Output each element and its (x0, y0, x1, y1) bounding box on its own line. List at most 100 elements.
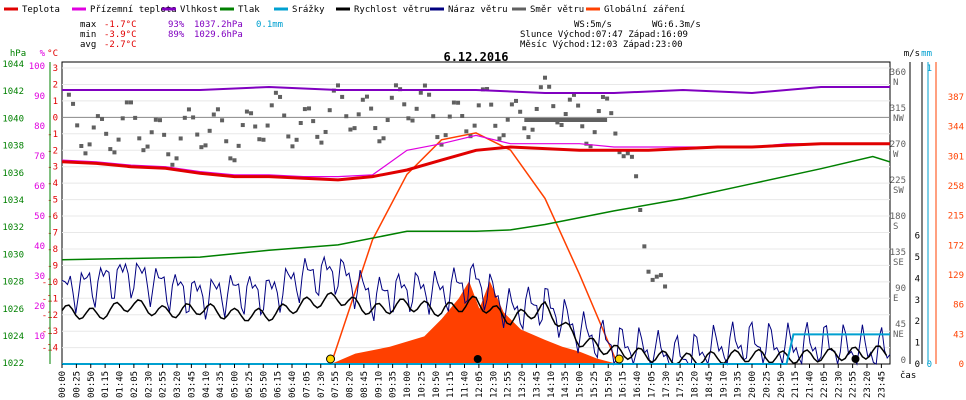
ms-tick: 4 (915, 274, 920, 284)
dir-tick: 90 (895, 284, 906, 294)
series-wind-direction-point (435, 135, 440, 140)
dir-tick: 315 (890, 104, 906, 114)
time-tick-label: 09:35 (389, 371, 399, 398)
series-wind-direction-point (418, 90, 423, 95)
pct-tick: 70 (34, 152, 45, 162)
series-wind-direction-point (195, 132, 200, 137)
series-wind-direction-point (414, 106, 419, 111)
hpa-tick: 1028 (2, 278, 24, 288)
series-wind-direction-point (514, 98, 519, 103)
stats-hum: 89% (168, 30, 185, 40)
hpa-tick: 1044 (2, 60, 24, 70)
series-wind-direction-point (220, 118, 225, 123)
time-tick-label: 05:00 (231, 371, 241, 398)
time-tick-label: 15:50 (604, 371, 614, 398)
series-wind-direction-point (364, 94, 369, 99)
series-wind-direction-point (650, 277, 655, 282)
time-tick-label: 23:45 (877, 371, 887, 398)
pct-tick: 30 (34, 272, 45, 282)
stats-label: min (80, 30, 96, 40)
time-tick-label: 19:10 (719, 371, 729, 398)
time-tick-label: 04:35 (216, 371, 226, 398)
series-wind-direction-point (236, 143, 241, 148)
legend-label: Směr větru (530, 5, 584, 15)
series-wind-direction-point (207, 128, 212, 133)
legend-label: Vlhkost (180, 5, 218, 15)
temp-tick: -7 (47, 229, 58, 239)
wm2-tick: 344 (948, 123, 964, 133)
wm2-tick: 86 (953, 301, 964, 311)
series-wind-direction-point (385, 118, 390, 123)
series-wind-direction-point (348, 127, 353, 132)
wm2-tick: 387 (948, 93, 964, 103)
series-wind-direction-point (294, 137, 299, 142)
series-radiation-area (331, 281, 618, 364)
series-wind-direction-point (240, 123, 245, 128)
hpa-tick: 1038 (2, 142, 24, 152)
series-wind-direction-point (290, 144, 295, 149)
series-wind-direction-point (389, 95, 394, 100)
series-wind-direction-point (609, 111, 614, 116)
hpa-unit: hPa (10, 49, 26, 59)
series-wind-direction-point (605, 96, 610, 101)
pct-tick: 80 (34, 122, 45, 132)
series-wind-direction-point (629, 154, 634, 159)
series-wind-direction-point (530, 127, 535, 132)
time-tick-label: 09:10 (374, 371, 384, 398)
stats-temp: -2.7°C (104, 40, 137, 50)
series-wind-direction-point (124, 100, 129, 105)
series-wind-direction-point (485, 86, 490, 91)
stats-temp: -3.9°C (104, 30, 137, 40)
hpa-tick: 1022 (2, 359, 24, 369)
series-wind-direction-point (149, 130, 154, 135)
series-wind-direction-point (211, 112, 216, 117)
series-wind-direction-point (120, 116, 125, 121)
series-wind-direction-point (133, 115, 138, 120)
series-wind-direction-point (547, 84, 552, 89)
series-wind-direction-point (199, 145, 204, 150)
series-precipitation (62, 333, 890, 365)
series-wind-direction-point (538, 85, 543, 90)
time-tick-label: 17:55 (676, 371, 686, 398)
series-wind-direction-point (340, 94, 345, 99)
hpa-tick: 1042 (2, 87, 24, 97)
info-moon: Měsíc Východ:12:03 Západ:23:00 (520, 40, 683, 50)
series-wind-direction-point (431, 114, 436, 119)
series-wind-direction-point (596, 109, 601, 114)
time-tick-label: 08:45 (360, 371, 370, 398)
hpa-tick: 1026 (2, 305, 24, 315)
series-wind-direction-point (377, 139, 382, 144)
series-wind-direction-point (427, 92, 432, 97)
series-wind-direction-point (658, 273, 663, 278)
stats-press: 1029.6hPa (194, 30, 243, 40)
info-wg: WG:6.3m/s (652, 20, 701, 30)
chart-title: 6.12.2016 (443, 50, 508, 64)
time-tick-label: 20:25 (762, 371, 772, 398)
pct-unit: % (40, 49, 46, 59)
series-wind-direction-point (373, 126, 378, 131)
temp-tick: 0 (53, 113, 58, 123)
series-wind-direction-point (166, 152, 171, 157)
legend-label: Tlak (238, 5, 260, 15)
series-wind-direction-point (83, 151, 88, 156)
series-wind-direction-point (592, 130, 597, 135)
series-wind-direction-point (91, 125, 96, 130)
wm2-tick: 129 (948, 271, 964, 281)
dir-tick: 180 (890, 212, 906, 222)
dir-compass: W (893, 150, 899, 160)
series-wind-direction-point (178, 136, 183, 141)
series-wind-direction-point (311, 119, 316, 124)
time-tick-label: 12:05 (475, 371, 485, 398)
series-wind-direction-point (282, 113, 287, 118)
series-wind-direction-point (472, 123, 477, 128)
dir-compass: NE (893, 330, 904, 340)
time-tick-label: 17:05 (647, 371, 657, 398)
temp-tick: 3 (53, 64, 58, 74)
series-wind-direction-point (613, 131, 618, 136)
wm2-tick: 43 (953, 330, 964, 340)
series-wind-direction-point (393, 83, 398, 88)
legend-label: Přízemní teplota (90, 5, 177, 15)
series-wind-direction-point (617, 150, 622, 155)
series-wind-direction-point (493, 123, 498, 128)
dir-compass: NW (893, 114, 904, 124)
